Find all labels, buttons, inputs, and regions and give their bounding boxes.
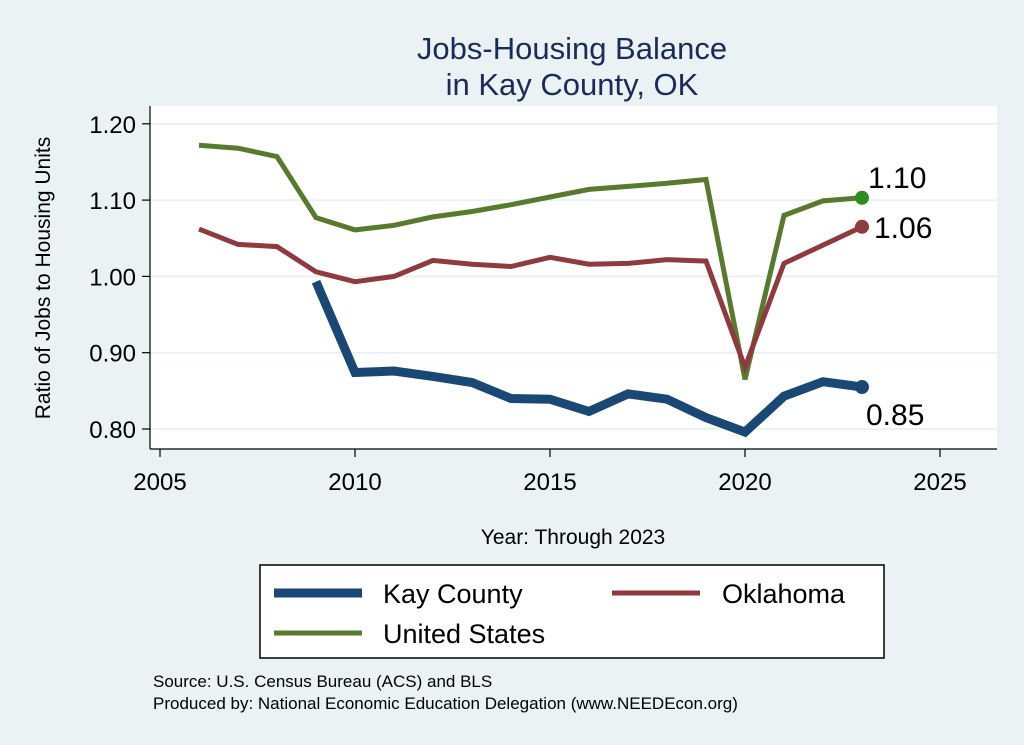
x-tick-label: 2015 [523, 469, 576, 496]
x-tick-label: 2005 [133, 469, 186, 496]
series-line-kay-county [311, 279, 863, 438]
series-line-oklahoma [198, 224, 864, 375]
end-marker-united-states [855, 190, 869, 205]
x-tick-label: 2010 [328, 469, 381, 496]
chart-title-line-2: in Kay County, OK [446, 67, 699, 102]
chart-title-line-1: Jobs-Housing Balance [417, 31, 727, 66]
legend-label-kay-county: Kay County [383, 579, 523, 609]
y-tick-label: 1.20 [89, 112, 136, 139]
end-label-kay-county: 0.85 [866, 399, 924, 432]
end-label-united-states: 1.10 [868, 162, 926, 195]
end-marker-kay-county [855, 380, 869, 395]
y-tick-label: 0.80 [89, 417, 136, 444]
produced-by-note: Produced by: National Economic Education… [153, 694, 738, 713]
tick-labels: 0.80 0.90 1.00 1.10 1.20 2005 2010 2015 2020 2025 [89, 112, 966, 496]
y-tick-label: 1.10 [89, 188, 136, 215]
series-lines: 1.10 1.06 0.85 [198, 142, 932, 438]
legend-box [259, 564, 885, 659]
plot-area [150, 106, 997, 449]
gridlines [150, 123, 997, 430]
x-axis-title: Year: Through 2023 [481, 526, 666, 549]
y-axis-title: Ratio of Jobs to Housing Units [32, 137, 55, 419]
y-tick-label: 1.00 [89, 264, 136, 291]
source-note: Source: U.S. Census Bureau (ACS) and BLS [153, 672, 492, 691]
legend-label-united-states: United States [383, 619, 545, 649]
y-tick-label: 0.90 [89, 341, 136, 368]
legend-label-oklahoma: Oklahoma [722, 579, 846, 609]
end-marker-oklahoma [855, 219, 869, 234]
x-tick-label: 2020 [718, 469, 771, 496]
legend: Kay County Oklahoma United States [259, 564, 885, 659]
end-label-oklahoma: 1.06 [874, 212, 932, 245]
axes [149, 106, 997, 450]
x-tick-label: 2025 [913, 469, 966, 496]
